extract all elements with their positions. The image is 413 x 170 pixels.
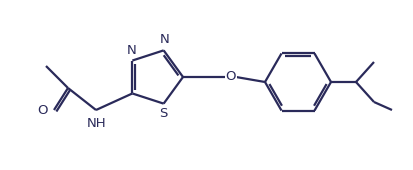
Text: O: O — [226, 71, 236, 83]
Text: O: O — [38, 104, 48, 116]
Text: N: N — [126, 44, 136, 57]
Text: N: N — [160, 33, 169, 46]
Text: S: S — [159, 107, 168, 120]
Text: NH: NH — [87, 117, 107, 130]
